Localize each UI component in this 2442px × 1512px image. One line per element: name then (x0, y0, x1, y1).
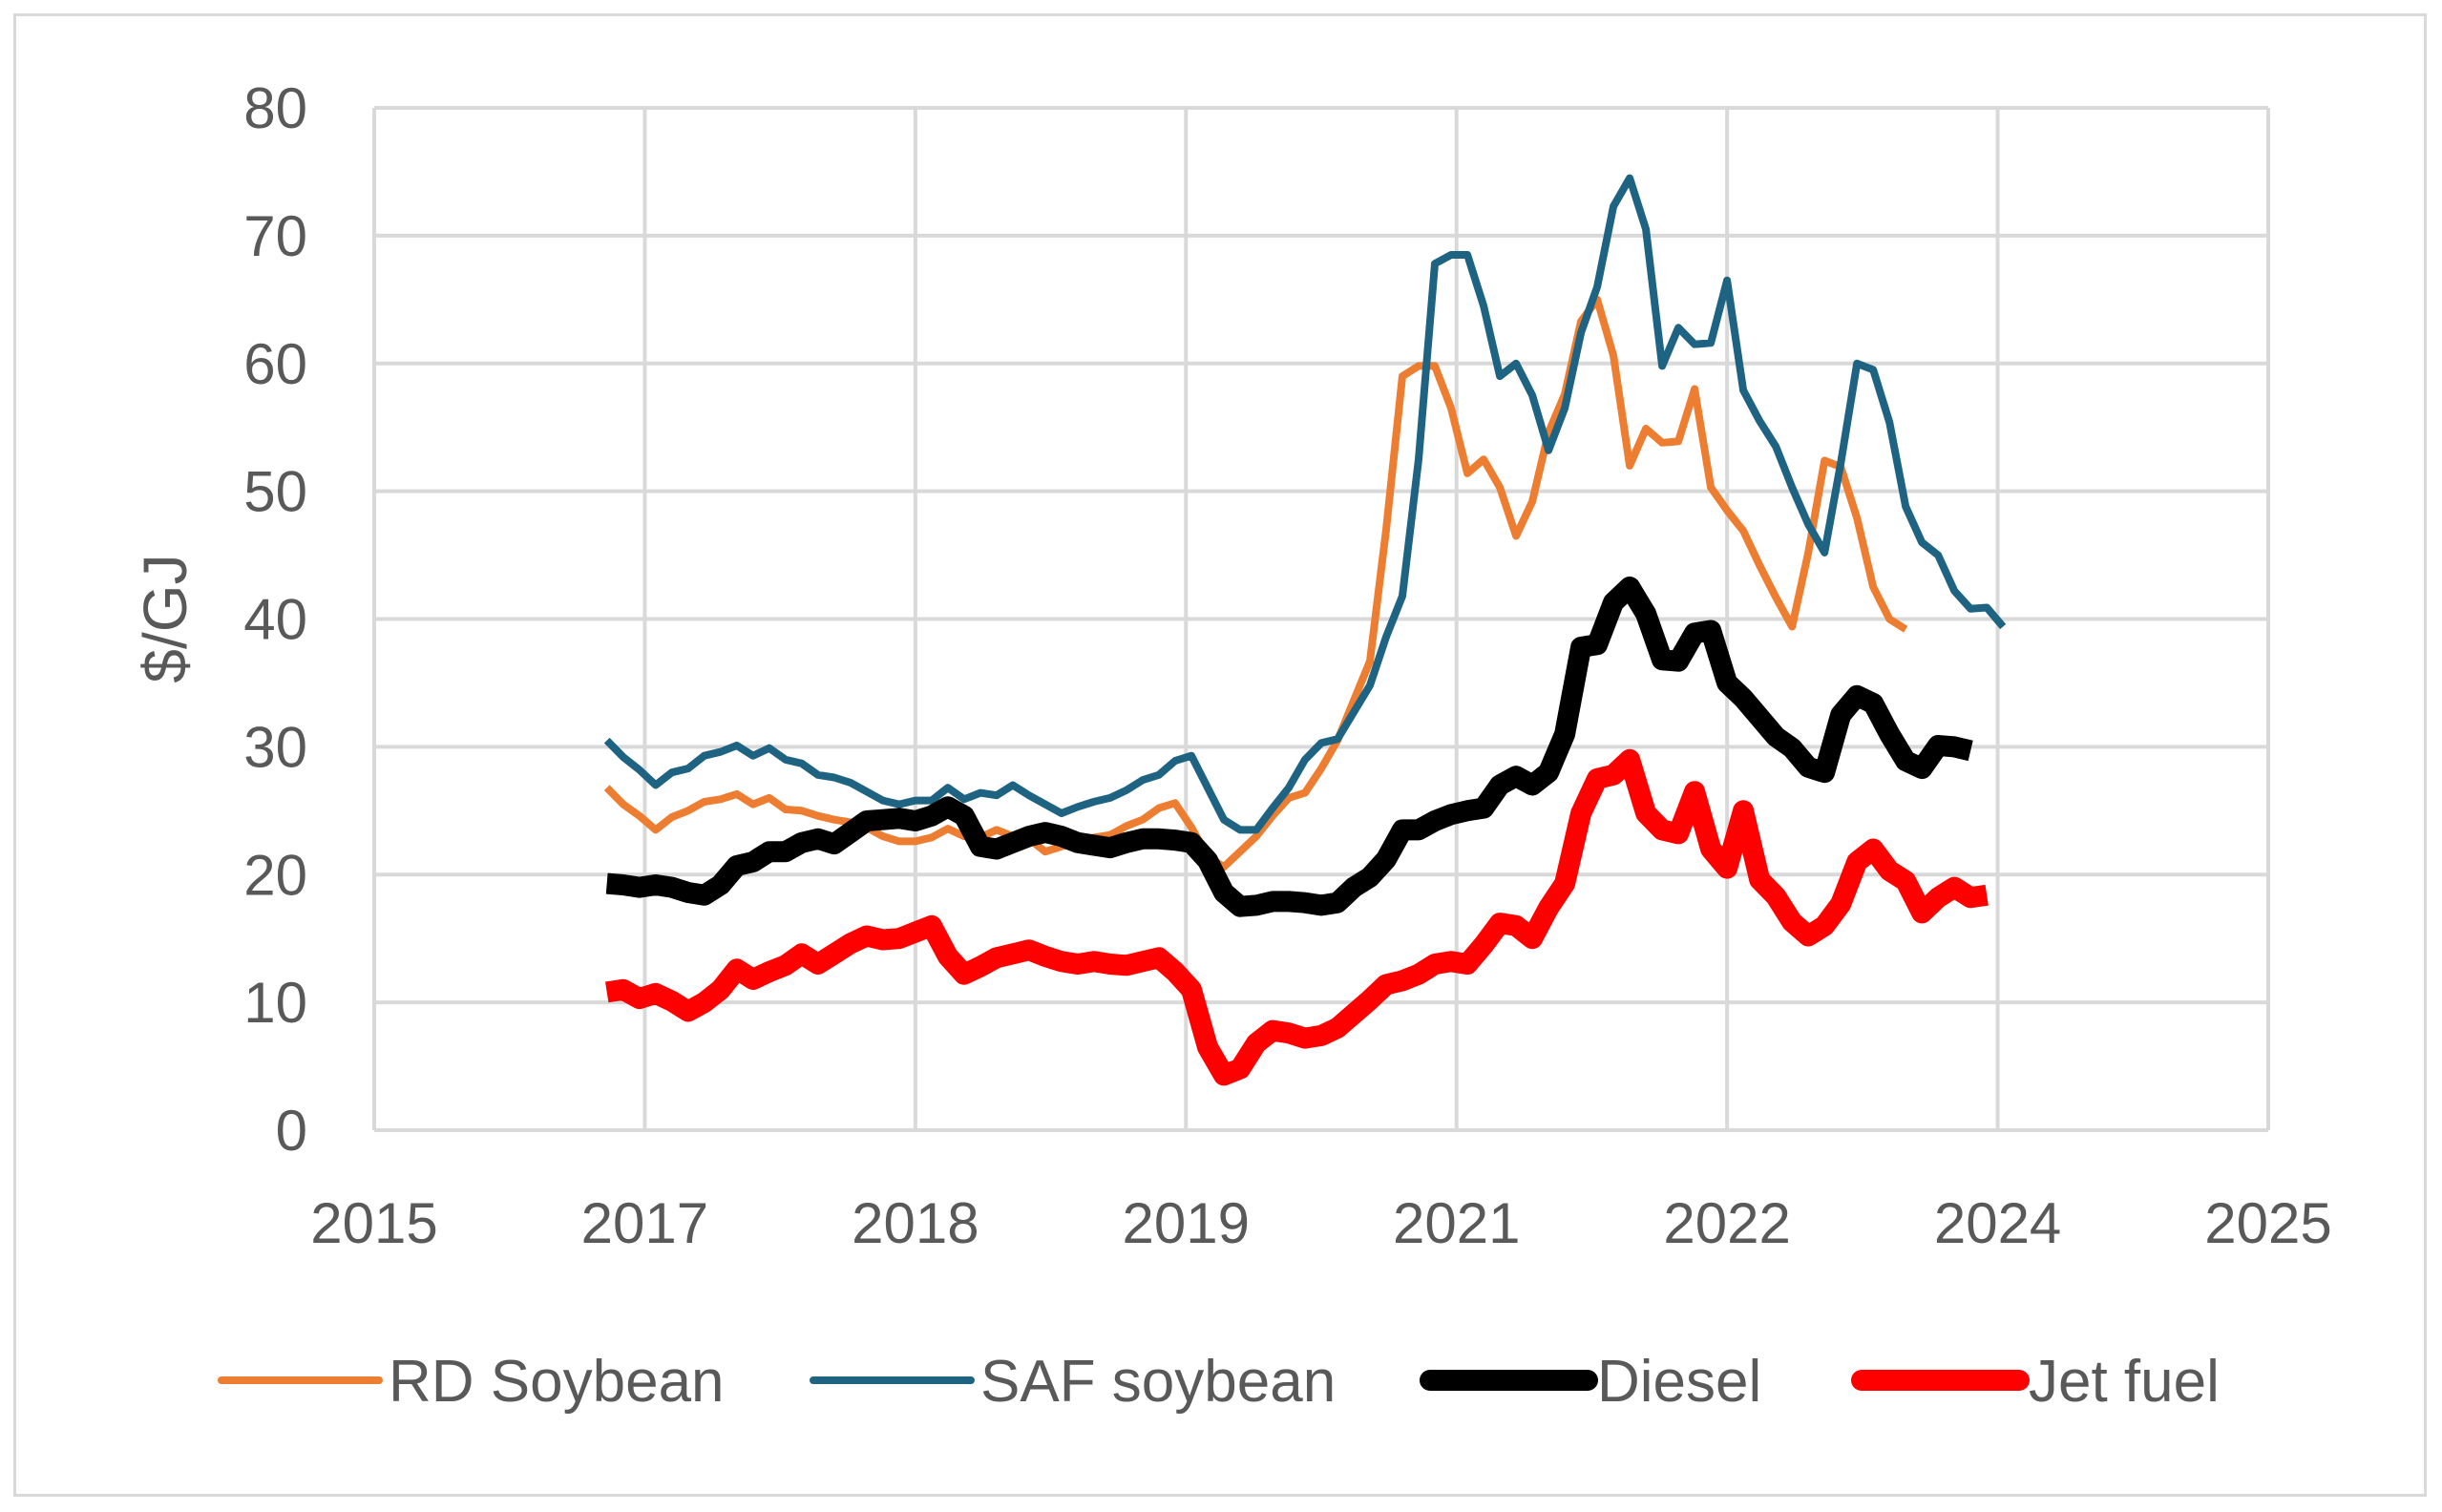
series-line-saf-soybean (603, 174, 2007, 834)
x-tick-label: 2019 (1123, 1191, 1250, 1255)
y-tick-label: 60 (243, 332, 307, 396)
legend-label: Jet fuel (2029, 1349, 2220, 1415)
y-tick-label: 40 (243, 588, 307, 652)
y-tick-label: 10 (243, 971, 307, 1035)
legend-item: RD Soybean (218, 1349, 725, 1415)
y-tick-label: 30 (243, 715, 307, 779)
y-axis-label: $/GJ (131, 554, 200, 682)
series-line-rd-soybean (603, 295, 1908, 872)
legend: RD Soybean SAF soybean Diesel Jet fuel (218, 1349, 2220, 1415)
y-tick-label: 70 (243, 204, 307, 268)
grid (372, 106, 2270, 1132)
series-lines (603, 174, 2007, 1086)
legend-item: Jet fuel (1851, 1349, 2220, 1415)
series-line-diesel (605, 577, 1973, 917)
chart-frame (13, 13, 2427, 1497)
y-axis-ticks: 0 10 20 30 40 50 60 70 80 (243, 76, 307, 1163)
y-tick-label: 50 (243, 460, 307, 524)
y-tick-label: 20 (243, 843, 307, 907)
x-tick-label: 2017 (581, 1191, 708, 1255)
x-tick-label: 2015 (310, 1191, 437, 1255)
x-tick-label: 2022 (1663, 1191, 1790, 1255)
legend-label: Diesel (1597, 1349, 1761, 1415)
y-tick-label: 80 (243, 76, 307, 140)
x-axis-ticks: 2015 2017 2018 2019 2021 2022 2024 2025 (310, 1191, 2331, 1255)
legend-item: SAF soybean (810, 1349, 1336, 1415)
x-tick-label: 2021 (1393, 1191, 1520, 1255)
y-tick-label: 0 (276, 1099, 307, 1163)
x-tick-label: 2024 (1934, 1191, 2061, 1255)
x-tick-label: 2025 (2204, 1191, 2331, 1255)
legend-item: Diesel (1420, 1349, 1761, 1415)
legend-label: RD Soybean (389, 1349, 725, 1415)
x-tick-label: 2018 (852, 1191, 979, 1255)
series-line-jet-fuel (604, 748, 1989, 1086)
legend-label: SAF soybean (980, 1349, 1336, 1415)
